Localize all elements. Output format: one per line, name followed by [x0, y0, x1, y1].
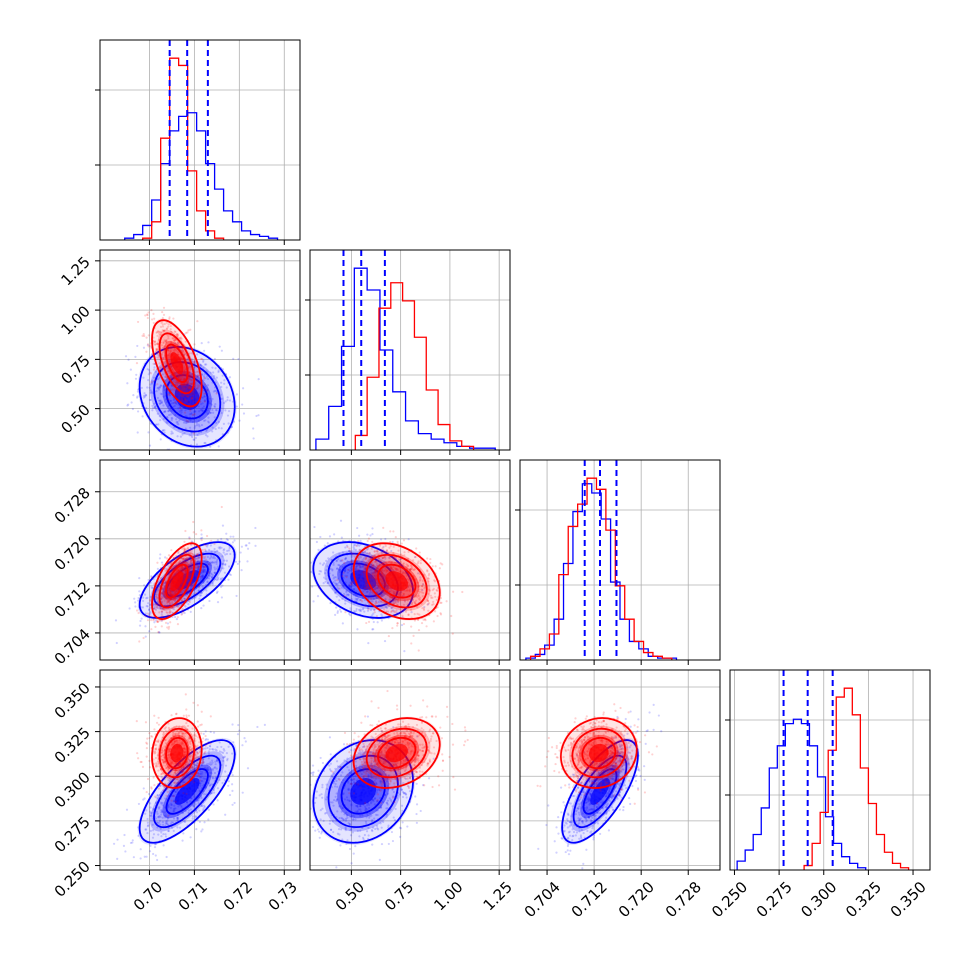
y-tick-label: 1.00	[57, 302, 93, 338]
x-tick-label: 0.275	[753, 878, 796, 921]
x-tick-label: 0.704	[521, 878, 564, 921]
panel-frame	[729, 669, 931, 871]
contour-line	[165, 736, 189, 770]
y-tick-label: 0.712	[51, 578, 94, 621]
histogram-blue	[736, 718, 867, 870]
x-tick-label: 0.73	[265, 878, 301, 914]
panel-1-0: 0.50 0.75 1.00 1.25	[57, 249, 301, 455]
density-level	[590, 778, 610, 805]
contour-line	[572, 754, 628, 829]
contour-line	[158, 727, 196, 779]
panel-frame	[519, 669, 721, 871]
density-level	[170, 743, 184, 763]
panel-frame	[519, 459, 721, 661]
contour-line	[312, 541, 414, 619]
contour-line	[582, 768, 618, 815]
contour-line	[560, 717, 638, 789]
contour-line	[581, 736, 617, 770]
y-tick-label: 0.50	[57, 401, 93, 437]
contour-line	[327, 552, 399, 608]
panel-frame	[99, 459, 301, 661]
panel-frame	[99, 249, 301, 451]
panel-3-3: 0.250 0.275 0.300 0.325 0.350	[708, 669, 931, 921]
density-level	[385, 571, 408, 592]
histogram-blue	[525, 483, 678, 660]
panel-1-1	[305, 249, 511, 455]
panel-frame	[309, 669, 511, 871]
x-tick-label: 0.720	[615, 878, 658, 921]
contour-line	[165, 343, 189, 383]
x-tick-label: 0.250	[708, 878, 751, 921]
contour-line	[561, 739, 639, 844]
y-tick-label: 0.250	[51, 858, 94, 901]
contour-line	[158, 332, 196, 395]
density-level	[170, 352, 184, 375]
panel-frame	[99, 39, 301, 241]
contour-line	[352, 717, 441, 789]
contour-line	[377, 563, 417, 599]
contour-line	[365, 727, 428, 779]
panel-frame	[309, 459, 511, 661]
y-tick-label: 0.350	[51, 679, 94, 722]
y-tick-label: 0.720	[51, 531, 94, 574]
x-tick-label: 0.71	[175, 878, 211, 914]
panel-2-1	[309, 459, 511, 665]
y-tick-label: 0.275	[51, 813, 94, 856]
panel-frame	[99, 669, 301, 871]
panel-3-2: 0.704 0.712 0.720 0.728	[519, 669, 721, 921]
x-tick-label: 1.00	[430, 878, 466, 914]
y-tick-label: 1.25	[57, 253, 93, 289]
panel-frame	[309, 249, 511, 451]
histogram-red	[803, 687, 910, 870]
x-tick-label: 0.75	[381, 878, 417, 914]
contour-line	[352, 542, 441, 620]
contour-line	[165, 768, 209, 815]
histogram-red	[529, 477, 673, 660]
scatter-points-blue	[310, 715, 439, 869]
contour-line	[158, 553, 196, 609]
x-tick-label: 0.72	[220, 878, 256, 914]
panel-0-0	[95, 39, 301, 245]
y-tick-label: 0.728	[51, 484, 94, 527]
histogram-blue	[124, 112, 279, 240]
x-tick-label: 0.70	[130, 878, 166, 914]
contour-line	[138, 541, 236, 619]
panel-3-1: 0.50 0.75 1.00 1.25	[309, 669, 516, 914]
x-tick-label: 0.50	[332, 878, 368, 914]
x-tick-label: 1.25	[480, 878, 516, 914]
density-level	[170, 571, 184, 592]
contour-line	[327, 754, 399, 829]
contour-line	[365, 553, 428, 609]
histogram-blue	[315, 267, 496, 450]
histogram-red	[142, 57, 225, 240]
histogram-red	[354, 282, 475, 450]
x-tick-label: 0.350	[887, 878, 930, 921]
contour-line	[377, 736, 417, 770]
contour-line	[153, 754, 222, 829]
contour-line	[151, 542, 203, 620]
y-tick-label: 0.704	[51, 625, 94, 668]
x-tick-label: 0.325	[842, 878, 885, 921]
x-tick-label: 0.712	[568, 878, 611, 921]
density-level	[385, 743, 408, 763]
contour-line	[151, 319, 203, 408]
y-tick-label: 0.325	[51, 724, 94, 767]
contour-line	[165, 563, 189, 599]
x-tick-label: 0.728	[662, 878, 705, 921]
y-tick-label: 0.300	[51, 768, 94, 811]
density-level	[588, 743, 609, 763]
panel-3-0: 0.70 0.71 0.72 0.73 0.2500.2750.3000.3250.35…	[51, 669, 301, 914]
panel-2-2	[515, 459, 721, 665]
contour-line	[571, 727, 627, 779]
y-tick-label: 0.75	[57, 351, 93, 387]
contour-line	[151, 717, 203, 789]
contour-line	[153, 552, 222, 608]
x-tick-label: 0.300	[797, 878, 840, 921]
density-level	[174, 778, 200, 805]
contour-line	[340, 768, 386, 815]
